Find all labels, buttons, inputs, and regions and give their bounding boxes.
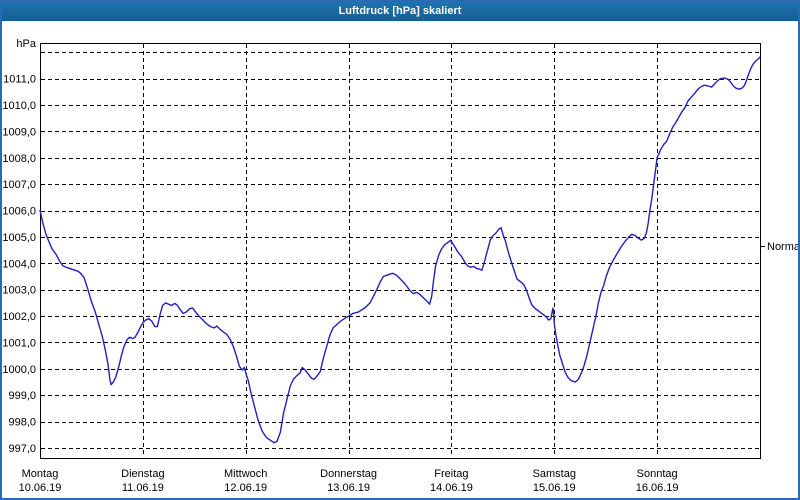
y-axis-tick-label: 1000,0	[2, 364, 36, 376]
y-axis-tick-label: 1001,0	[2, 337, 36, 349]
y-axis-tick-label: 997,0	[8, 443, 36, 455]
y-axis-tick-label: 1011,0	[3, 74, 36, 86]
y-axis-tick-label: 1009,0	[2, 126, 36, 138]
x-axis-date-label: 13.06.19	[327, 482, 370, 494]
x-axis-day-label: Dienstag	[121, 468, 164, 480]
y-axis-tick-label: 1007,0	[2, 179, 36, 191]
x-axis-date-label: 15.06.19	[533, 482, 576, 494]
y-axis-tick-label: 1006,0	[2, 206, 36, 218]
window-titlebar: Luftdruck [hPa] skaliert	[2, 2, 798, 21]
y-axis-tick-label: 1004,0	[2, 258, 36, 270]
x-axis-date-label: 16.06.19	[636, 482, 679, 494]
pressure-line	[39, 56, 761, 444]
x-axis-date-label: 12.06.19	[224, 482, 267, 494]
x-axis-day-label: Donnerstag	[320, 468, 377, 480]
y-axis-tick-label: 1003,0	[2, 285, 36, 297]
x-axis-day-label: Sonntag	[637, 468, 678, 480]
y-axis-tick-label: 998,0	[8, 417, 36, 429]
x-axis-date-label: 11.06.19	[122, 482, 164, 494]
y-axis-tick-label: 1002,0	[2, 311, 36, 323]
x-axis-day-label: Samstag	[533, 468, 576, 480]
x-axis-day-label: Mittwoch	[224, 468, 267, 480]
y-axis-unit-label: hPa	[16, 38, 36, 50]
x-axis-day-label: Freitag	[434, 468, 468, 480]
y-axis-tick-label: 1010,0	[2, 100, 36, 112]
x-axis-day-label: Montag	[22, 468, 59, 480]
window-title: Luftdruck [hPa] skaliert	[338, 5, 462, 17]
y-axis-tick-label: 999,0	[8, 390, 36, 402]
normal-marker-label: Normal	[767, 241, 800, 253]
y-axis-tick-label: 1008,0	[2, 153, 36, 165]
x-axis-date-label: 14.06.19	[430, 482, 473, 494]
x-axis-date-label: 10.06.19	[19, 482, 62, 494]
y-axis-tick-label: 1005,0	[2, 232, 36, 244]
plot-frame	[40, 43, 761, 459]
